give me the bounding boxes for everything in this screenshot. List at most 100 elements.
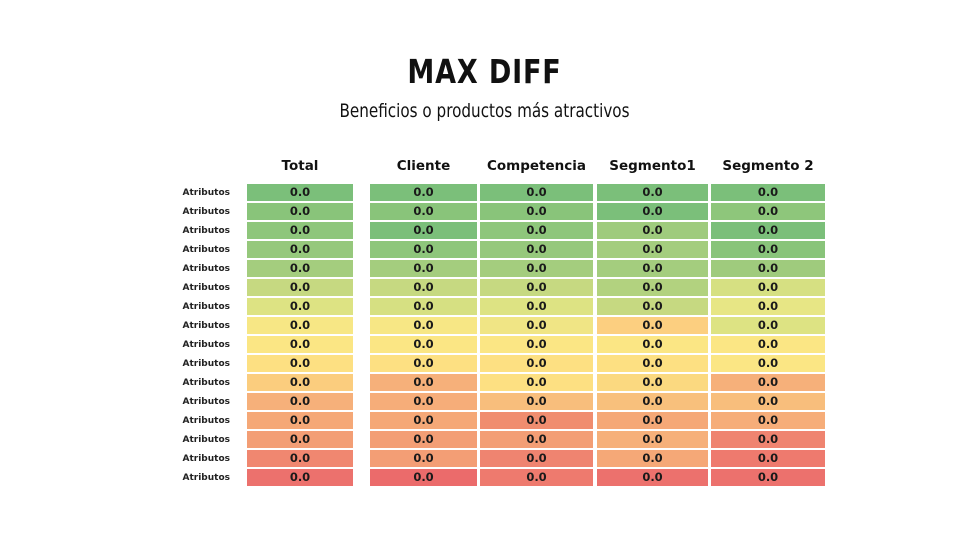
column-header-3: Segmento1	[609, 158, 696, 174]
table-cell: 0.0	[597, 298, 708, 315]
row-label: Atributos	[182, 454, 230, 464]
table-cell: 0.0	[711, 431, 825, 448]
table-cell: 0.0	[247, 450, 353, 467]
table-cell: 0.0	[370, 450, 477, 467]
page-title: MAX DIFF	[407, 52, 562, 91]
table-cell: 0.0	[247, 222, 353, 239]
table-cell: 0.0	[597, 317, 708, 334]
table-cell: 0.0	[711, 203, 825, 220]
table-cell: 0.0	[711, 450, 825, 467]
row-label: Atributos	[182, 435, 230, 445]
table-cell: 0.0	[480, 317, 593, 334]
row-label: Atributos	[182, 397, 230, 407]
table-cell: 0.0	[711, 374, 825, 391]
table-cell: 0.0	[247, 336, 353, 353]
table-cell: 0.0	[597, 431, 708, 448]
table-cell: 0.0	[480, 241, 593, 258]
column-header-4: Segmento 2	[722, 158, 814, 174]
row-label: Atributos	[182, 340, 230, 350]
table-cell: 0.0	[597, 469, 708, 486]
row-label: Atributos	[182, 264, 230, 274]
table-cell: 0.0	[247, 412, 353, 429]
table-cell: 0.0	[480, 279, 593, 296]
table-cell: 0.0	[480, 355, 593, 372]
table-cell: 0.0	[480, 412, 593, 429]
table-cell: 0.0	[597, 184, 708, 201]
table-cell: 0.0	[370, 184, 477, 201]
table-cell: 0.0	[480, 393, 593, 410]
table-cell: 0.0	[711, 279, 825, 296]
row-label: Atributos	[182, 416, 230, 426]
table-cell: 0.0	[480, 336, 593, 353]
table-cell: 0.0	[480, 222, 593, 239]
row-label: Atributos	[182, 245, 230, 255]
table-cell: 0.0	[480, 374, 593, 391]
table-cell: 0.0	[597, 260, 708, 277]
table-cell: 0.0	[247, 279, 353, 296]
table-cell: 0.0	[711, 298, 825, 315]
table-cell: 0.0	[711, 241, 825, 258]
table-cell: 0.0	[247, 317, 353, 334]
table-cell: 0.0	[247, 260, 353, 277]
table-cell: 0.0	[247, 203, 353, 220]
table-cell: 0.0	[480, 184, 593, 201]
table-cell: 0.0	[247, 355, 353, 372]
table-cell: 0.0	[370, 431, 477, 448]
table-cell: 0.0	[247, 393, 353, 410]
table-cell: 0.0	[480, 203, 593, 220]
column-header-2: Competencia	[486, 158, 587, 174]
table-cell: 0.0	[247, 374, 353, 391]
row-label: Atributos	[182, 226, 230, 236]
table-cell: 0.0	[370, 374, 477, 391]
table-cell: 0.0	[370, 336, 477, 353]
table-cell: 0.0	[597, 241, 708, 258]
table-cell: 0.0	[370, 298, 477, 315]
table-cell: 0.0	[597, 412, 708, 429]
page-subtitle: Beneficios o productos más atractivos	[339, 100, 630, 122]
table-cell: 0.0	[597, 374, 708, 391]
table-cell: 0.0	[370, 260, 477, 277]
table-cell: 0.0	[370, 355, 477, 372]
row-label: Atributos	[182, 473, 230, 483]
table-cell: 0.0	[370, 203, 477, 220]
table-cell: 0.0	[711, 336, 825, 353]
table-cell: 0.0	[370, 469, 477, 486]
table-cell: 0.0	[711, 355, 825, 372]
table-cell: 0.0	[711, 222, 825, 239]
table-cell: 0.0	[597, 222, 708, 239]
table-cell: 0.0	[247, 298, 353, 315]
table-cell: 0.0	[711, 260, 825, 277]
table-cell: 0.0	[597, 450, 708, 467]
column-header-0: Total	[281, 158, 319, 174]
row-label: Atributos	[182, 359, 230, 369]
table-cell: 0.0	[247, 469, 353, 486]
table-cell: 0.0	[597, 279, 708, 296]
table-cell: 0.0	[247, 241, 353, 258]
table-cell: 0.0	[711, 469, 825, 486]
table-cell: 0.0	[370, 393, 477, 410]
table-cell: 0.0	[711, 393, 825, 410]
table-cell: 0.0	[247, 431, 353, 448]
table-cell: 0.0	[597, 203, 708, 220]
table-cell: 0.0	[480, 260, 593, 277]
table-cell: 0.0	[247, 184, 353, 201]
table-cell: 0.0	[370, 241, 477, 258]
table-cell: 0.0	[711, 412, 825, 429]
table-cell: 0.0	[480, 431, 593, 448]
table-cell: 0.0	[480, 298, 593, 315]
row-label: Atributos	[182, 283, 230, 293]
table-cell: 0.0	[370, 317, 477, 334]
table-cell: 0.0	[597, 355, 708, 372]
table-cell: 0.0	[711, 184, 825, 201]
row-label: Atributos	[182, 321, 230, 331]
table-cell: 0.0	[480, 450, 593, 467]
column-header-1: Cliente	[396, 158, 451, 174]
table-cell: 0.0	[597, 393, 708, 410]
row-label: Atributos	[182, 207, 230, 217]
table-cell: 0.0	[370, 222, 477, 239]
table-cell: 0.0	[370, 279, 477, 296]
row-label: Atributos	[182, 188, 230, 198]
row-label: Atributos	[182, 302, 230, 312]
row-label: Atributos	[182, 378, 230, 388]
table-cell: 0.0	[480, 469, 593, 486]
